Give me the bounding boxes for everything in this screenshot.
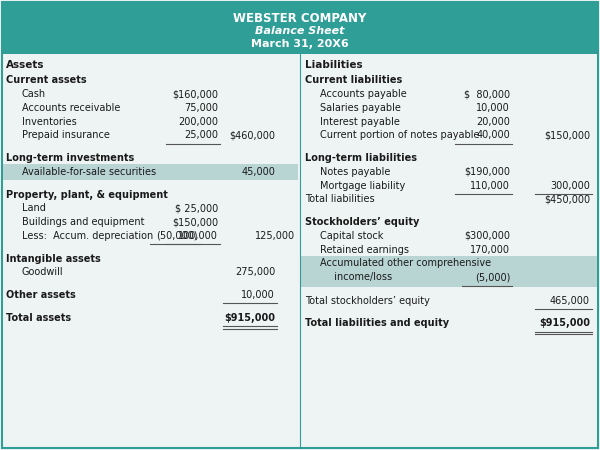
Text: Less:  Accum. depreciation: Less: Accum. depreciation bbox=[22, 231, 153, 241]
Text: $150,000: $150,000 bbox=[172, 217, 218, 227]
Text: $915,000: $915,000 bbox=[539, 319, 590, 328]
Text: 45,000: 45,000 bbox=[241, 167, 275, 177]
Text: Capital stock: Capital stock bbox=[320, 231, 383, 241]
Text: Interest payable: Interest payable bbox=[320, 117, 400, 127]
Text: 75,000: 75,000 bbox=[184, 103, 218, 113]
Text: Total stockholders’ equity: Total stockholders’ equity bbox=[305, 296, 430, 306]
Bar bbox=[3, 164, 298, 180]
Text: $190,000: $190,000 bbox=[464, 167, 510, 177]
Bar bbox=[300, 256, 597, 287]
Text: Prepaid insurance: Prepaid insurance bbox=[22, 130, 110, 140]
Text: $450,000: $450,000 bbox=[544, 194, 590, 204]
Text: Current assets: Current assets bbox=[6, 76, 86, 86]
Text: 125,000: 125,000 bbox=[255, 231, 295, 241]
Bar bbox=[2, 2, 598, 54]
Text: 20,000: 20,000 bbox=[476, 117, 510, 127]
Text: Other assets: Other assets bbox=[6, 290, 76, 300]
Text: $  80,000: $ 80,000 bbox=[464, 89, 510, 99]
Text: Buildings and equipment: Buildings and equipment bbox=[22, 217, 145, 227]
Text: income/loss: income/loss bbox=[328, 272, 392, 282]
Text: 10,000: 10,000 bbox=[241, 290, 275, 300]
Text: Intangible assets: Intangible assets bbox=[6, 254, 101, 264]
Text: 170,000: 170,000 bbox=[470, 245, 510, 255]
Text: 465,000: 465,000 bbox=[550, 296, 590, 306]
Text: Stockholders’ equity: Stockholders’ equity bbox=[305, 217, 419, 227]
Text: $160,000: $160,000 bbox=[172, 89, 218, 99]
Text: Accounts payable: Accounts payable bbox=[320, 89, 407, 99]
Text: Long-term liabilities: Long-term liabilities bbox=[305, 153, 417, 163]
Text: Land: Land bbox=[22, 203, 46, 213]
Text: Property, plant, & equipment: Property, plant, & equipment bbox=[6, 189, 168, 200]
Text: 275,000: 275,000 bbox=[235, 267, 275, 277]
Text: 100,000: 100,000 bbox=[178, 231, 218, 241]
Text: (50,000): (50,000) bbox=[157, 231, 198, 241]
Text: Inventories: Inventories bbox=[22, 117, 77, 127]
Text: Accumulated other comprehensive: Accumulated other comprehensive bbox=[320, 258, 491, 269]
Text: $460,000: $460,000 bbox=[229, 130, 275, 140]
Text: Salaries payable: Salaries payable bbox=[320, 103, 401, 113]
Text: Total liabilities and equity: Total liabilities and equity bbox=[305, 319, 449, 328]
Text: $ 25,000: $ 25,000 bbox=[175, 203, 218, 213]
Text: Liabilities: Liabilities bbox=[305, 60, 362, 70]
Text: 200,000: 200,000 bbox=[178, 117, 218, 127]
Text: 10,000: 10,000 bbox=[476, 103, 510, 113]
Text: 300,000: 300,000 bbox=[550, 181, 590, 191]
Text: Accounts receivable: Accounts receivable bbox=[22, 103, 121, 113]
Text: $300,000: $300,000 bbox=[464, 231, 510, 241]
Text: $915,000: $915,000 bbox=[224, 313, 275, 323]
Text: Total assets: Total assets bbox=[6, 313, 71, 323]
Text: Retained earnings: Retained earnings bbox=[320, 245, 409, 255]
Text: Long-term investments: Long-term investments bbox=[6, 153, 134, 163]
Text: March 31, 20X6: March 31, 20X6 bbox=[251, 39, 349, 49]
Text: Cash: Cash bbox=[22, 89, 46, 99]
Text: Assets: Assets bbox=[6, 60, 44, 70]
Text: Available-for-sale securities: Available-for-sale securities bbox=[22, 167, 156, 177]
Text: Current liabilities: Current liabilities bbox=[305, 76, 402, 86]
Text: Notes payable: Notes payable bbox=[320, 167, 391, 177]
Text: $150,000: $150,000 bbox=[544, 130, 590, 140]
Text: WEBSTER COMPANY: WEBSTER COMPANY bbox=[233, 12, 367, 25]
Text: Total liabilities: Total liabilities bbox=[305, 194, 374, 204]
Text: 110,000: 110,000 bbox=[470, 181, 510, 191]
Text: Goodwill: Goodwill bbox=[22, 267, 64, 277]
Text: (5,000): (5,000) bbox=[475, 272, 510, 282]
Text: 40,000: 40,000 bbox=[476, 130, 510, 140]
Text: Balance Sheet: Balance Sheet bbox=[255, 26, 345, 36]
Text: Current portion of notes payable: Current portion of notes payable bbox=[320, 130, 479, 140]
Text: 25,000: 25,000 bbox=[184, 130, 218, 140]
Text: Mortgage liability: Mortgage liability bbox=[320, 181, 405, 191]
